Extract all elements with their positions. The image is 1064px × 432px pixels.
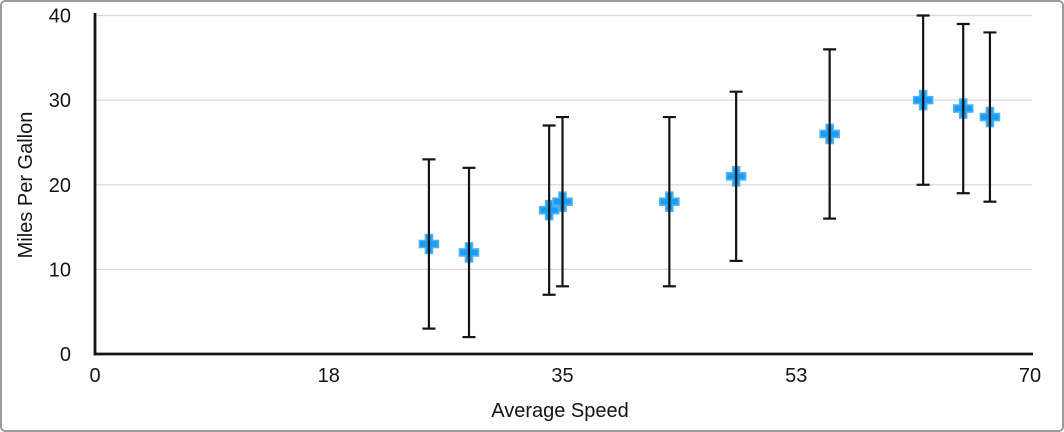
y-tick-label-0: 0	[60, 344, 71, 366]
error-bar	[823, 48, 837, 220]
error-bars	[422, 14, 997, 339]
error-bar	[662, 115, 676, 288]
x-tick-label-70: 70	[1019, 365, 1041, 387]
error-bar	[422, 158, 436, 330]
error-bar	[462, 166, 476, 339]
y-tick-label-30: 30	[49, 90, 71, 112]
x-tick-label-0: 0	[89, 365, 100, 387]
y-tick-label-10: 10	[49, 259, 71, 281]
x-tick-label-18: 18	[318, 365, 340, 387]
x-axis-title: Average Speed	[491, 400, 629, 422]
y-axis-tick-labels: 0 10 20 30 40	[49, 6, 71, 367]
error-bar	[729, 90, 743, 263]
error-bar	[556, 115, 569, 288]
y-tick-label-40: 40	[49, 6, 71, 28]
y-tick-label-20: 20	[49, 175, 71, 197]
data-point-markers	[418, 89, 1001, 263]
error-bar	[916, 14, 930, 186]
axes	[93, 13, 1033, 356]
x-tick-label-53: 53	[785, 365, 807, 387]
x-axis-tick-labels: 0 18 35 53 70	[89, 365, 1041, 387]
error-bar	[956, 22, 970, 195]
error-bar	[542, 124, 556, 296]
error-bar	[983, 31, 997, 203]
x-tick-label-35: 35	[551, 365, 573, 387]
y-axis-title: Miles Per Gallon	[15, 112, 37, 259]
